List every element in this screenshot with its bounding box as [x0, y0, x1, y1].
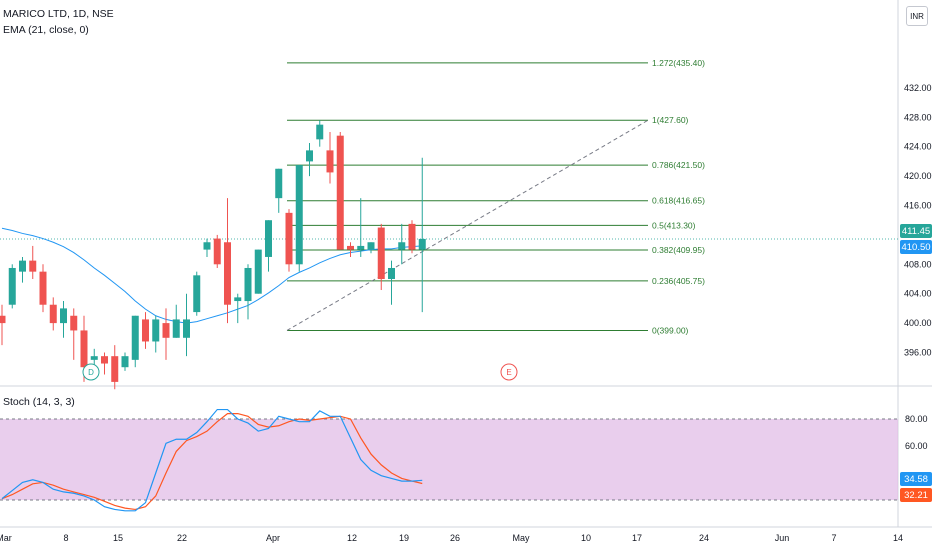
time-tick-label: 26	[450, 533, 460, 543]
candle-body	[29, 260, 37, 272]
candle-body	[172, 319, 180, 338]
stoch-d-badge: 32.21	[900, 488, 932, 502]
candle-body	[142, 319, 149, 342]
candle-body	[152, 319, 160, 342]
stoch-legend[interactable]: Stoch (14, 3, 3)	[3, 396, 75, 408]
candle-body	[388, 267, 395, 279]
price-tick-label: 416.00	[904, 201, 932, 211]
price-tick-label: 396.00	[904, 348, 932, 358]
stoch-k-badge: 34.58	[900, 472, 932, 486]
candle-body	[101, 356, 108, 364]
candle-body	[183, 319, 190, 338]
candle-body	[306, 150, 313, 162]
ema-price-badge: 410.50	[900, 240, 932, 254]
fib-level-label: 0.382(409.95)	[652, 245, 705, 255]
candle-body	[347, 245, 354, 250]
stoch-tick-label: 80.00	[905, 414, 928, 424]
time-tick-label: 10	[581, 533, 591, 543]
last-price-badge: 411.45	[900, 224, 932, 238]
stoch-d-line	[1, 413, 423, 511]
candle-body	[398, 242, 406, 250]
candle-body	[162, 323, 170, 338]
time-tick-label: 22	[177, 533, 187, 543]
candle-body	[203, 242, 211, 250]
candle-body	[336, 135, 344, 250]
time-tick-label: Apr	[266, 533, 280, 543]
currency-button[interactable]: INR	[906, 6, 928, 26]
earnings-marker[interactable]	[500, 363, 518, 381]
candle-body	[0, 315, 6, 324]
candle-body	[275, 168, 283, 199]
time-tick-label: 8	[63, 533, 68, 543]
time-tick-label: Jun	[775, 533, 790, 543]
candle-body	[367, 242, 375, 250]
fib-level-label: 0.618(416.65)	[652, 196, 705, 206]
fib-level-label: 0.236(405.75)	[652, 276, 705, 286]
candle-body	[213, 238, 221, 265]
candle-body	[244, 267, 252, 302]
candle-body	[326, 150, 334, 173]
price-tick-label: 400.00	[904, 318, 932, 328]
candle-body	[408, 223, 416, 250]
fib-level-label: 0.786(421.50)	[652, 160, 705, 170]
candle-body	[265, 220, 272, 257]
candle-body	[70, 315, 78, 331]
candle-body	[39, 271, 47, 305]
candle-body	[234, 297, 242, 302]
candle-body	[90, 356, 98, 360]
earnings-marker-label: E	[506, 368, 511, 377]
time-tick-label: May	[512, 533, 530, 543]
fib-level-label: 1.272(435.40)	[652, 58, 705, 68]
candle-body	[131, 315, 139, 360]
fib-level-label: 1(427.60)	[652, 115, 689, 125]
price-tick-label: 432.00	[904, 83, 932, 93]
candle-body	[80, 330, 88, 368]
price-tick-label: 404.00	[904, 289, 932, 299]
candle-body	[193, 275, 201, 313]
candle-body	[19, 260, 26, 272]
candle-body	[111, 356, 119, 382]
fib-level-label: 0(399.00)	[652, 325, 689, 335]
candle-body	[295, 165, 303, 265]
candle-body	[49, 304, 57, 324]
symbol-title[interactable]: MARICO LTD, 1D, NSE	[3, 8, 114, 20]
price-tick-label: 428.00	[904, 112, 932, 122]
fib-level-label: 0.5(413.30)	[652, 220, 696, 230]
time-tick-label: 17	[632, 533, 642, 543]
candle-body	[316, 124, 324, 140]
time-tick-label: 19	[399, 533, 409, 543]
dividend-marker-label: D	[88, 368, 94, 377]
candle-body	[285, 212, 293, 265]
price-tick-label: 424.00	[904, 142, 932, 152]
candle-body	[60, 308, 67, 324]
time-tick-label: 7	[831, 533, 836, 543]
candle-body	[418, 238, 426, 250]
dividend-marker[interactable]	[82, 363, 100, 381]
time-tick-label: 15	[113, 533, 123, 543]
ema-legend[interactable]: EMA (21, close, 0)	[3, 24, 89, 36]
price-tick-label: 408.00	[904, 259, 932, 269]
candle-body	[224, 242, 231, 305]
candle-body	[121, 356, 129, 368]
candle-body	[377, 227, 385, 279]
stoch-band	[0, 419, 898, 500]
candle-body	[357, 245, 365, 250]
candle-body	[254, 249, 262, 294]
ema-line	[1, 227, 423, 324]
candle-body	[8, 267, 16, 305]
time-tick-label: 12	[347, 533, 357, 543]
time-tick-label: 14	[893, 533, 903, 543]
time-tick-label: 24	[699, 533, 709, 543]
price-tick-label: 420.00	[904, 171, 932, 181]
stoch-k-line	[1, 408, 423, 512]
time-tick-label: Mar	[0, 533, 12, 543]
stoch-tick-label: 60.00	[905, 441, 928, 451]
